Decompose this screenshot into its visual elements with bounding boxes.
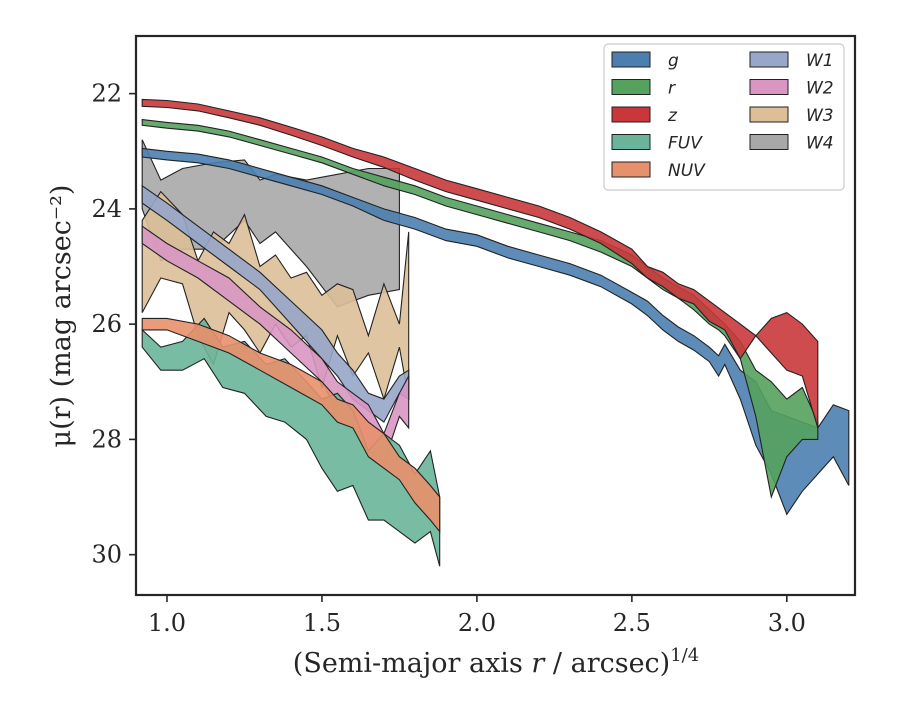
x-axis-label: (Semi-major axis r / arcsec)1/4 — [293, 645, 699, 679]
legend-swatch-w2 — [749, 79, 789, 95]
x-tick-label: 1.5 — [303, 609, 341, 637]
legend-swatch-fuv — [611, 134, 651, 150]
y-tick-label: 26 — [91, 310, 122, 338]
legend-swatch-g — [611, 51, 651, 68]
series-area-z — [141, 98, 819, 429]
legend-label-w4: W4 — [806, 134, 834, 154]
legend-label-fuv: FUV — [668, 134, 703, 154]
y-tick-label: 24 — [91, 195, 122, 223]
x-tick-label: 2.0 — [458, 609, 496, 637]
legend-label-w2: W2 — [806, 79, 834, 99]
legend-label-w3: W3 — [806, 106, 834, 126]
y-tick-label: 30 — [91, 541, 122, 569]
legend-swatch-z — [611, 106, 651, 123]
legend-swatch-r — [611, 79, 651, 95]
legend: grz FUV NUV W1 W2 W3 W4 — [603, 43, 845, 191]
y-axis-ticks: 22 24 26 28 30 — [91, 80, 136, 569]
legend-swatch-nuv — [611, 161, 651, 178]
y-axis-label: μ(r) (mag arcsec⁻²) — [46, 185, 77, 448]
legend-label-z: z — [667, 106, 678, 126]
plot-frame — [134, 34, 857, 597]
legend-label-r: r — [668, 79, 676, 99]
legend-swatch-w3 — [749, 106, 789, 123]
legend-label-w1: W1 — [806, 51, 834, 71]
legend-swatch-w1 — [749, 51, 789, 68]
x-tick-label: 2.5 — [613, 609, 651, 637]
legend-label-g: g — [668, 51, 679, 71]
x-tick-label: 3.0 — [768, 609, 806, 637]
x-tick-label: 1.0 — [148, 609, 186, 637]
y-tick-label: 22 — [91, 80, 122, 108]
series-area-nuv — [141, 317, 441, 534]
legend-swatch-w4 — [749, 134, 789, 150]
y-tick-label: 28 — [91, 425, 122, 453]
series-area-r — [141, 118, 819, 499]
legend-label-nuv: NUV — [668, 161, 706, 181]
series-areas — [141, 98, 850, 567]
x-axis-ticks: 1.0 1.5 2.0 2.5 3.0 — [148, 595, 806, 637]
